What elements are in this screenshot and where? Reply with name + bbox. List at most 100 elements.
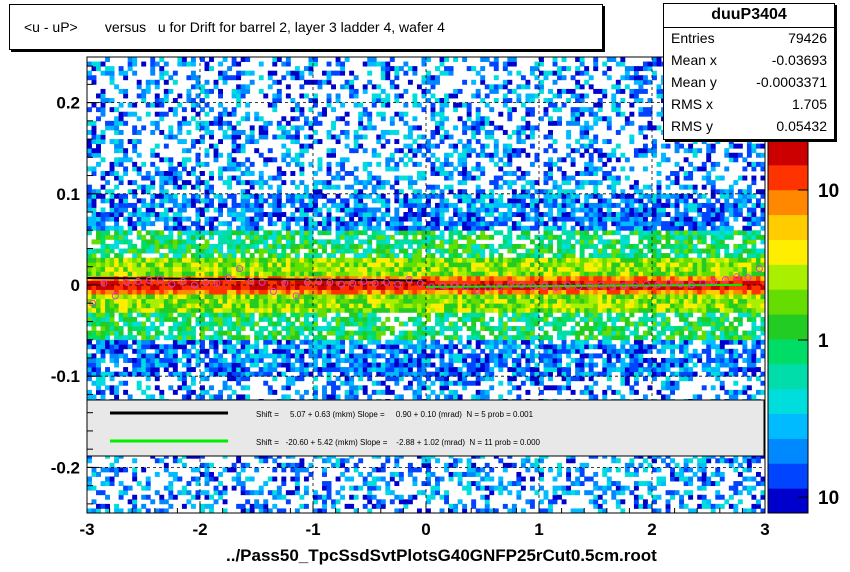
heatmap-cell [245, 353, 251, 359]
heatmap-cell [87, 485, 92, 491]
heatmap-cell [91, 253, 97, 259]
heatmap-cell [114, 125, 120, 131]
heatmap-cell [272, 348, 278, 354]
heatmap-cell [186, 266, 192, 272]
heatmap-cell [276, 216, 282, 222]
heatmap-cell [353, 189, 359, 195]
heatmap-cell [430, 335, 436, 341]
heatmap-cell [398, 285, 404, 290]
heatmap-cell [466, 458, 472, 464]
heatmap-cell [480, 485, 486, 491]
heatmap-cell [376, 371, 382, 377]
heatmap-cell [394, 462, 400, 468]
heatmap-cell [231, 262, 237, 268]
heatmap-cell [218, 116, 223, 122]
heatmap-cell [96, 161, 101, 167]
heatmap-cell [136, 230, 142, 236]
heatmap-cell [480, 326, 486, 331]
heatmap-cell [213, 394, 219, 400]
heatmap-cell [209, 362, 214, 368]
heatmap-cell [281, 344, 287, 350]
heatmap-cell [294, 139, 300, 145]
heatmap-cell [249, 362, 255, 368]
heatmap-cell [344, 298, 350, 304]
heatmap-cell [448, 508, 454, 514]
heatmap-cell [322, 335, 327, 341]
heatmap-cell [285, 499, 291, 505]
heatmap-cell [100, 503, 106, 509]
heatmap-cell [150, 70, 156, 76]
heatmap-cell [163, 285, 169, 290]
heatmap-cell [209, 462, 214, 468]
heatmap-cell [322, 471, 327, 477]
heatmap-cell [407, 307, 413, 313]
heatmap-cell [87, 389, 92, 395]
heatmap-cell [380, 75, 386, 81]
heatmap-cell [331, 348, 336, 354]
heatmap-cell [141, 212, 147, 217]
heatmap-cell [227, 266, 233, 272]
heatmap-cell [466, 289, 472, 295]
heatmap-cell [453, 367, 459, 373]
heatmap-cell [218, 303, 223, 309]
heatmap-cell [231, 216, 237, 222]
heatmap-cell [340, 266, 346, 272]
heatmap-cell [371, 312, 377, 318]
heatmap-cell [190, 257, 196, 263]
heatmap-cell [448, 271, 454, 277]
heatmap-cell [154, 234, 160, 240]
heatmap-cell [141, 389, 147, 395]
heatmap-cell [435, 66, 440, 72]
heatmap-cell [353, 253, 359, 259]
heatmap-cell [294, 102, 300, 108]
heatmap-cell [367, 253, 373, 259]
heatmap-cell [335, 307, 341, 313]
heatmap-cell [335, 266, 341, 272]
heatmap-cell [308, 134, 314, 140]
heatmap-cell [358, 134, 364, 140]
heatmap-cell [358, 102, 364, 108]
heatmap-cell [407, 271, 413, 277]
heatmap-cell [322, 262, 327, 268]
heatmap-cell [331, 344, 336, 350]
heatmap-cell [331, 70, 336, 76]
heatmap-cell [466, 485, 472, 491]
heatmap-cell [213, 303, 219, 309]
heatmap-cell [313, 326, 318, 331]
heatmap-cell [462, 257, 468, 263]
heatmap-cell [258, 184, 264, 190]
heatmap-cell [466, 371, 472, 377]
heatmap-cell [439, 289, 445, 295]
heatmap-cell [299, 394, 305, 400]
heatmap-cell [380, 321, 386, 327]
heatmap-cell [421, 385, 427, 391]
heatmap-cell [227, 248, 233, 254]
heatmap-cell [426, 280, 431, 286]
heatmap-cell [231, 212, 237, 217]
heatmap-cell [204, 303, 210, 309]
heatmap-cell [236, 129, 242, 135]
heatmap-cell [190, 184, 196, 190]
heatmap-cell [407, 253, 413, 259]
heatmap-cell [457, 88, 463, 94]
heatmap-cell [426, 148, 431, 154]
heatmap-cell [303, 262, 309, 268]
heatmap-cell [308, 120, 314, 126]
heatmap-cell [371, 285, 377, 290]
heatmap-cell [457, 257, 463, 263]
heatmap-cell [394, 257, 400, 263]
heatmap-cell [349, 294, 355, 300]
heatmap-cell [285, 216, 291, 222]
heatmap-cell [398, 66, 404, 72]
heatmap-cell [389, 57, 395, 62]
heatmap-cell [340, 371, 346, 377]
heatmap-cell [276, 266, 282, 272]
heatmap-cell [249, 298, 255, 304]
heatmap-cell [290, 125, 296, 131]
heatmap-cell [358, 294, 364, 300]
heatmap-cell [123, 335, 129, 341]
heatmap-cell [335, 116, 341, 122]
heatmap-cell [254, 321, 260, 327]
heatmap-cell [299, 312, 305, 318]
heatmap-cell [231, 111, 237, 117]
